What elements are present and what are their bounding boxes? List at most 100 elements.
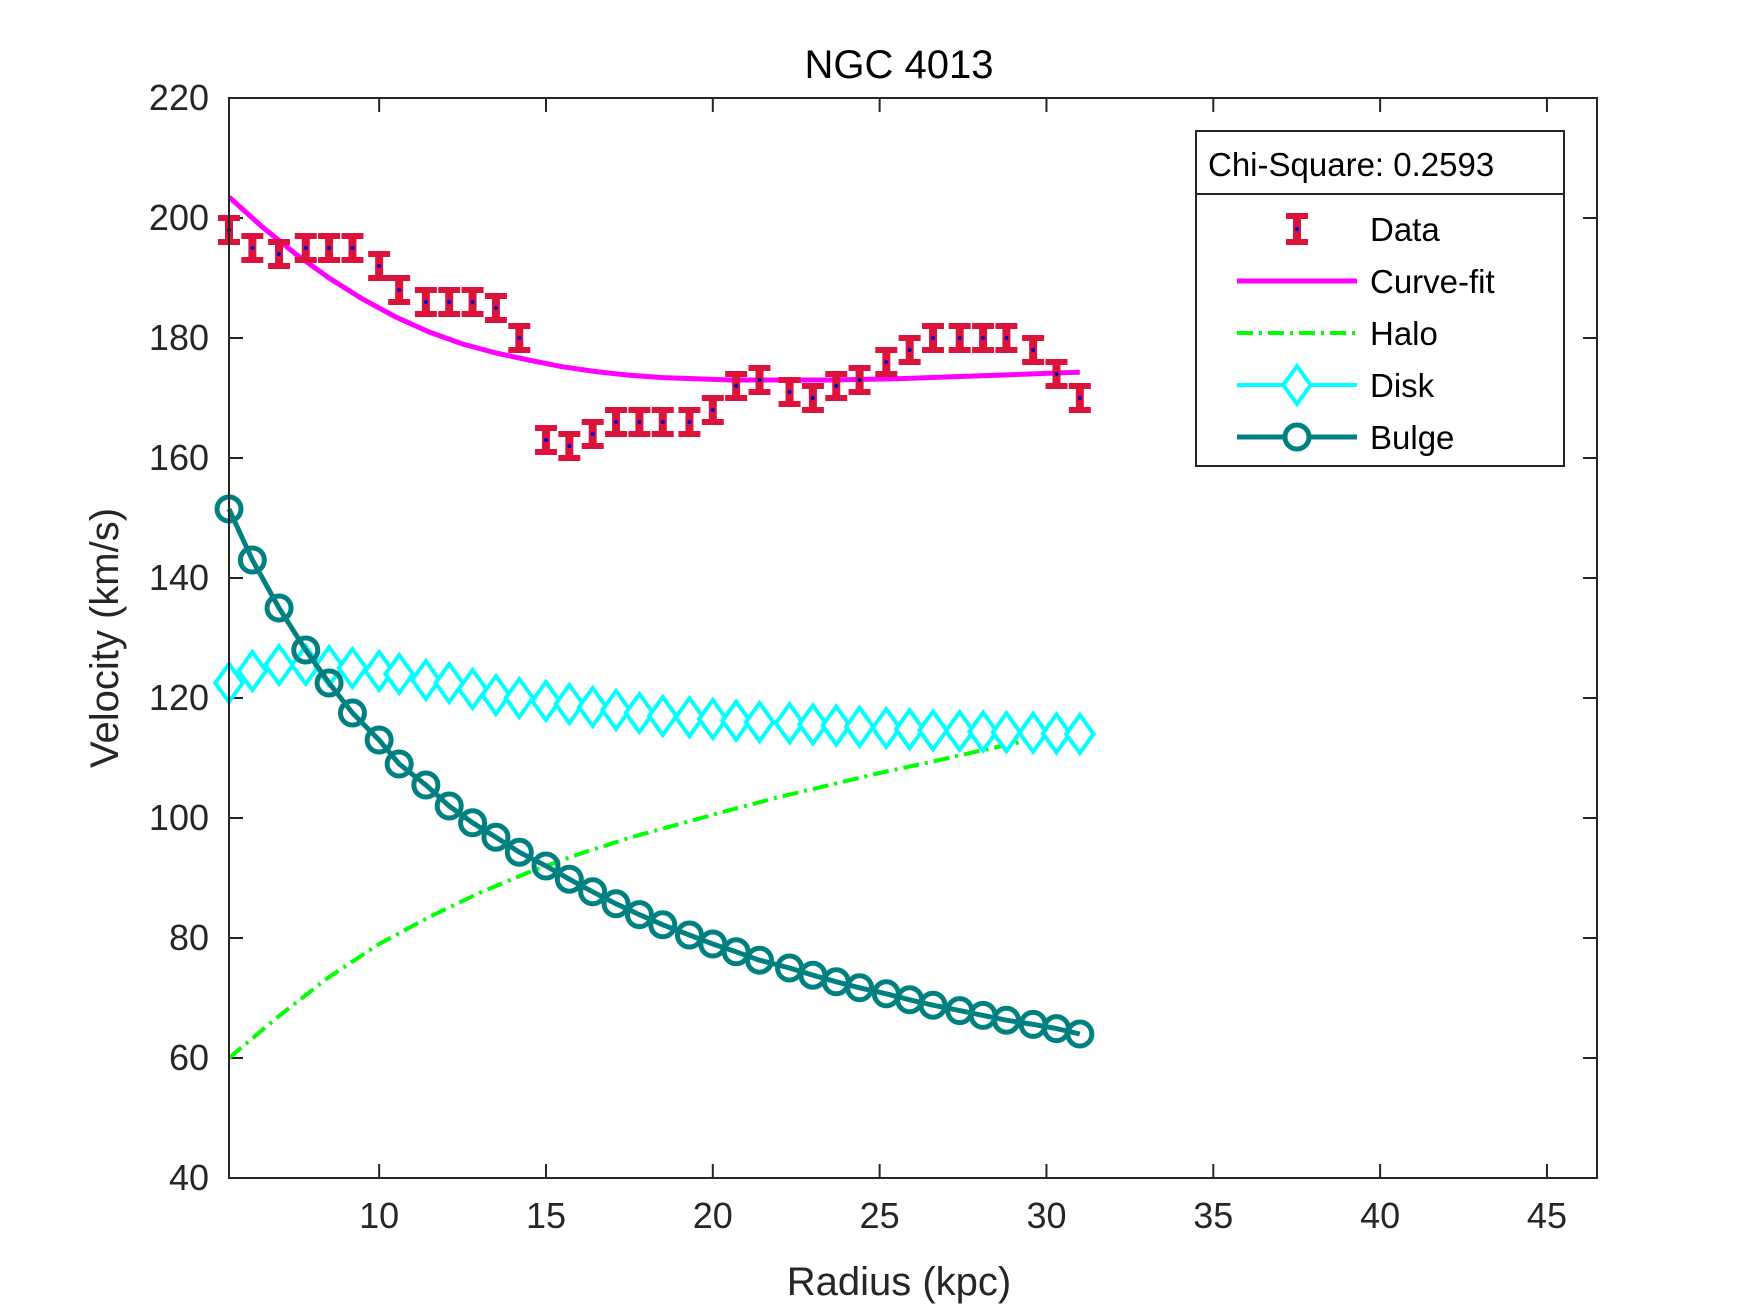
data-point-dot [687, 420, 692, 424]
bulge-point [601, 889, 631, 919]
axes-box [228, 97, 1598, 1179]
data-point-dot [907, 348, 912, 352]
data-point-dot [447, 300, 452, 304]
data-point-dot [757, 378, 762, 382]
curve-fit-line [227, 195, 1080, 383]
data-point [1068, 383, 1091, 413]
legend-label: Disk [1370, 367, 1435, 404]
legend-label: Halo [1370, 315, 1438, 352]
legend-item-disk: Disk [1237, 362, 1435, 408]
x-tick-label: 30 [1026, 1195, 1066, 1236]
disk-point [893, 706, 926, 752]
data-point-dot [787, 390, 792, 394]
bulge-point [384, 749, 414, 779]
disk-point [990, 709, 1023, 755]
legend-entries: Data Curve-fit Halo Disk Bulge [1237, 211, 1495, 456]
data-point [368, 251, 391, 281]
bulge-point [264, 593, 294, 623]
disk-point [673, 694, 706, 740]
data-point [898, 335, 921, 365]
disk-point [720, 698, 753, 744]
data-point [341, 233, 364, 263]
y-tick-label: 140 [149, 557, 209, 598]
disk-point [456, 666, 489, 712]
bulge-point [845, 973, 875, 1003]
data-point [651, 407, 674, 437]
data-point [725, 371, 748, 401]
data-point-dot [350, 246, 355, 250]
y-tick-label: 40 [169, 1157, 209, 1198]
data-point-dot [590, 432, 595, 436]
y-tick-label: 160 [149, 437, 209, 478]
bulge-point [991, 1005, 1021, 1035]
disk-point [796, 701, 830, 747]
x-tick-label: 35 [1193, 1195, 1233, 1236]
data-point [678, 407, 701, 437]
data-point [748, 365, 771, 395]
x-tick-label: 10 [359, 1195, 399, 1236]
data-point [848, 365, 871, 395]
disk-point [529, 678, 563, 724]
y-tick-label: 100 [149, 797, 209, 838]
bulge-point [531, 851, 561, 881]
data-point-dot [614, 420, 619, 424]
disk-point [553, 681, 586, 727]
disk-point [743, 699, 776, 745]
data-point-dot [660, 420, 665, 424]
data-point [414, 287, 437, 317]
data-point [438, 287, 461, 317]
chart-title: NGC 4013 [805, 43, 994, 87]
y-tick-label: 220 [149, 77, 209, 118]
disk-point [262, 642, 296, 688]
data-point-dot [1031, 348, 1036, 352]
data-point-dot [637, 420, 642, 424]
data-point [922, 323, 945, 353]
data-point [318, 233, 341, 263]
data-point-dot [1077, 396, 1082, 400]
data-point [605, 407, 628, 437]
data-point-dot [1295, 227, 1299, 231]
x-tick-label: 20 [693, 1195, 733, 1236]
bulge-point [624, 900, 654, 930]
disk-point [236, 648, 269, 694]
bulge-point [291, 635, 321, 665]
disk-point [820, 703, 853, 749]
data-point [801, 383, 824, 413]
data-point [875, 347, 898, 377]
disk-point [363, 648, 396, 694]
legend-disk-marker [1280, 362, 1314, 408]
disk-point [409, 657, 443, 703]
y-tick-label: 120 [149, 677, 209, 718]
legend-label: Curve-fit [1370, 263, 1495, 300]
disk-point [966, 709, 1000, 755]
legend-item-data: Data [1286, 211, 1440, 248]
bulge-point [237, 545, 267, 575]
data-point [461, 287, 484, 317]
data-point [508, 323, 531, 353]
axis-ticks: 10 15 20 25 30 35 40 45 40 60 80 100 120 140 160 180 200… [149, 77, 1597, 1236]
bulge-point [337, 698, 367, 728]
bulge-point [648, 910, 678, 940]
data-point [972, 323, 995, 353]
legend-label: Bulge [1370, 419, 1454, 456]
data-point-dot [277, 252, 282, 256]
data-point [825, 371, 848, 401]
disk-point [870, 705, 903, 751]
disk-point [1063, 711, 1096, 757]
data-point [581, 419, 604, 449]
data-point [778, 377, 801, 407]
data-point-dot [884, 360, 889, 364]
disk-point [479, 672, 513, 718]
data-point-dot [981, 336, 986, 340]
data-point-dot [493, 306, 498, 310]
data-point-dot [327, 246, 332, 250]
disk-point [696, 696, 729, 742]
disk-point [1016, 710, 1050, 756]
data-point [484, 293, 507, 323]
chi-square-label: Chi-Square: 0.2593 [1208, 146, 1494, 183]
bulge-point [481, 822, 511, 852]
bulge-point [554, 864, 584, 894]
legend: Chi-Square: 0.2593 Data Curve-fit Halo Disk… [1195, 130, 1565, 467]
disk-point [599, 687, 633, 733]
data-point-dot [1054, 372, 1059, 376]
